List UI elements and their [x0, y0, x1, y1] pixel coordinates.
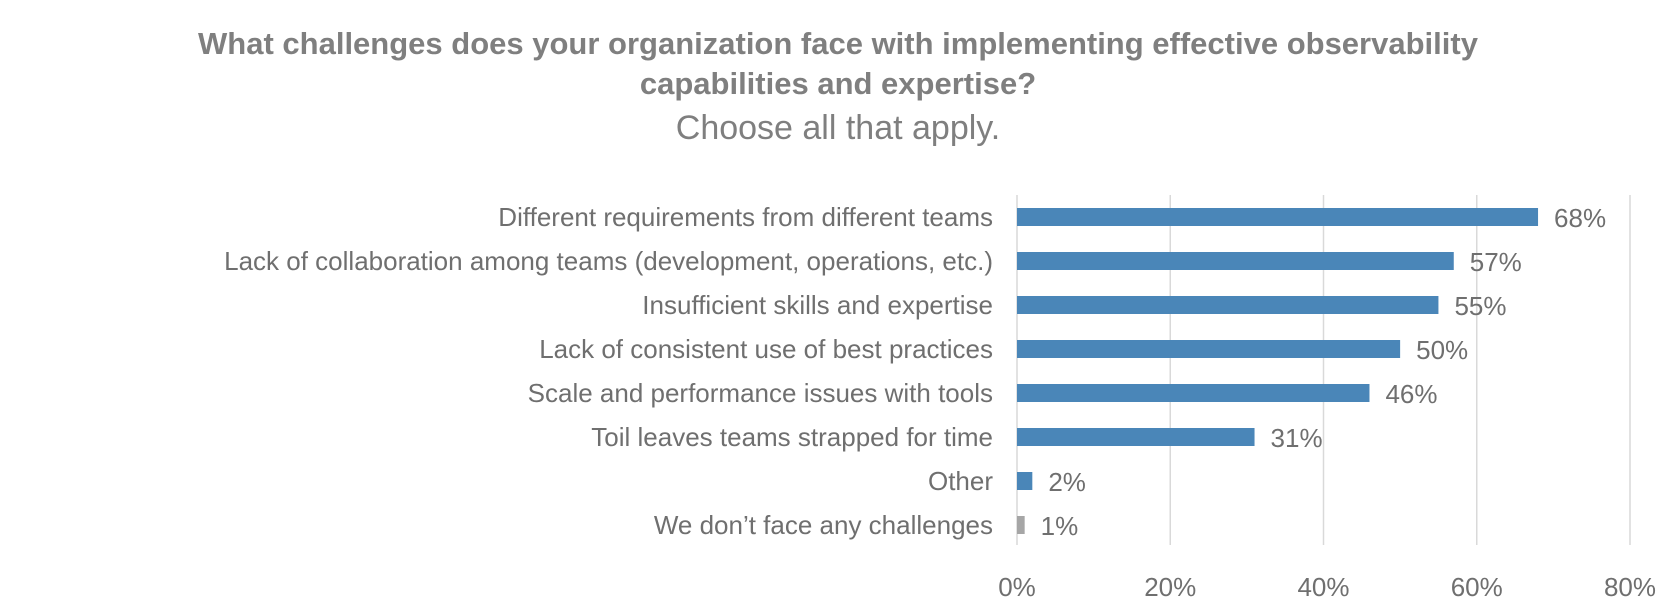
bar: [1017, 208, 1539, 226]
bar: [1017, 384, 1370, 402]
value-labels: 68% 57% 55% 50% 46% 31% 2% 1%: [1041, 203, 1606, 541]
x-tick-label: 60%: [1451, 572, 1503, 602]
chart-subtitle: Choose all that apply.: [675, 109, 1001, 147]
category-label: Scale and performance issues with tools: [528, 378, 993, 408]
chart-title-line-1: What challenges does your organization f…: [198, 26, 1478, 61]
bar: [1017, 428, 1255, 446]
value-label: 46%: [1385, 379, 1437, 409]
x-tick-label: 40%: [1297, 572, 1349, 602]
bar: [1017, 296, 1439, 314]
category-label: We don’t face any challenges: [654, 510, 993, 540]
gridlines: [1016, 195, 1631, 545]
x-tick-label: 20%: [1144, 572, 1196, 602]
bars: [1017, 208, 1539, 534]
value-label: 50%: [1416, 335, 1468, 365]
x-axis-tick-labels: 0% 20% 40% 60% 80%: [998, 572, 1656, 602]
category-label: Insufficient skills and expertise: [642, 290, 993, 320]
value-label: 55%: [1454, 291, 1506, 321]
category-label: Different requirements from different te…: [498, 202, 993, 232]
chart-title-block: What challenges does your organization f…: [0, 24, 1676, 150]
value-label: 57%: [1470, 247, 1522, 277]
chart-title-line-2: capabilities and expertise?: [639, 66, 1037, 101]
bar: [1017, 340, 1401, 358]
value-label: 1%: [1041, 511, 1079, 541]
x-tick-label: 80%: [1604, 572, 1656, 602]
bar: [1017, 472, 1033, 490]
category-label: Lack of collaboration among teams (devel…: [224, 246, 993, 276]
category-label: Toil leaves teams strapped for time: [591, 422, 993, 452]
value-label: 68%: [1554, 203, 1606, 233]
category-labels: Different requirements from different te…: [224, 202, 993, 540]
category-label: Lack of consistent use of best practices: [539, 334, 993, 364]
value-label: 2%: [1048, 467, 1086, 497]
bar: [1017, 516, 1025, 534]
x-tick-label: 0%: [998, 572, 1036, 602]
bar: [1017, 252, 1454, 270]
value-label: 31%: [1271, 423, 1323, 453]
category-label: Other: [928, 466, 993, 496]
